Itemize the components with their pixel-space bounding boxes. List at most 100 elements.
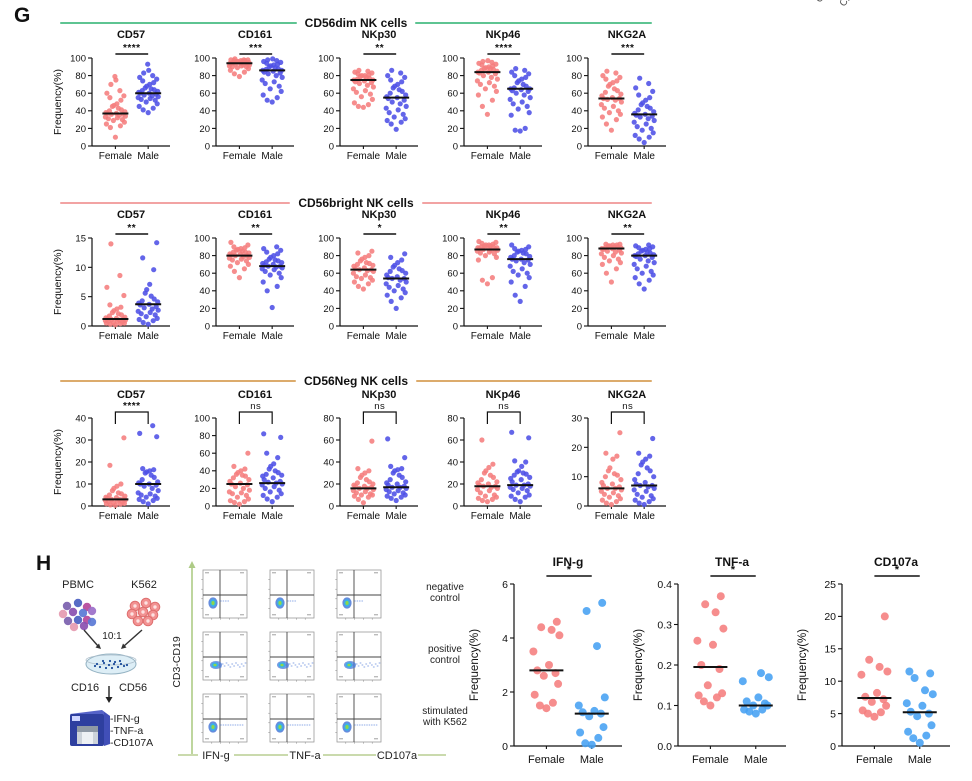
svg-text:Frequency(%): Frequency(%) — [633, 629, 645, 701]
svg-text:NKp46: NKp46 — [486, 389, 521, 401]
svg-text:80: 80 — [323, 251, 334, 262]
svg-text:100: 100 — [194, 413, 210, 424]
scatter-plot-NKp30: NKp30 * 0 20 40 60 80 100 Female Male — [318, 209, 418, 342]
svg-text:10: 10 — [571, 472, 582, 483]
svg-text:30: 30 — [75, 435, 86, 446]
svg-text:0: 0 — [577, 501, 582, 512]
svg-text:80: 80 — [75, 71, 86, 82]
scatter-plot-NKG2A: NKG2A *** 0 20 40 60 80 100 Female Male — [566, 29, 666, 162]
svg-text:60: 60 — [571, 89, 582, 100]
svg-text:Female: Female — [347, 511, 381, 522]
header-line — [60, 22, 297, 24]
svg-text:Female: Female — [223, 331, 257, 342]
svg-text:20: 20 — [323, 479, 334, 490]
svg-text:5: 5 — [830, 708, 836, 720]
svg-text:2: 2 — [502, 687, 508, 699]
svg-text:ns: ns — [250, 401, 261, 412]
svg-text:Female: Female — [471, 511, 505, 522]
svg-text:Male: Male — [509, 151, 531, 162]
svg-text:****: **** — [495, 43, 513, 54]
svg-text:100: 100 — [194, 53, 210, 64]
scatter-plot-NKp30: NKp30 ** 0 20 40 60 80 100 Female Male — [318, 29, 418, 162]
flow-cytometry-grid: CD3-CD19 IFN-g TNF-a CD107a negative control… — [168, 558, 488, 770]
flow-cytometer-icon — [70, 710, 110, 746]
k562-cells-icon — [126, 597, 161, 627]
svg-text:Female: Female — [99, 151, 133, 162]
svg-text:CD57: CD57 — [117, 209, 145, 221]
scatter-plot-IFN-g: IFN-g* 0 2 4 6 Female Male Frequency(%) — [469, 555, 622, 766]
svg-text:10: 10 — [75, 263, 86, 274]
marker-ifng: -IFN-g — [110, 713, 140, 725]
scatter-plot-NKp46: NKp46 **** 0 20 40 60 80 100 Female Male — [442, 29, 542, 162]
svg-text:20: 20 — [75, 457, 86, 468]
svg-text:Female: Female — [99, 511, 133, 522]
svg-text:ns: ns — [498, 401, 509, 412]
svg-text:**: ** — [623, 223, 632, 234]
panel-g-label: G — [14, 4, 31, 27]
svg-text:Male: Male — [137, 511, 159, 522]
svg-text:15: 15 — [75, 233, 86, 244]
svg-text:100: 100 — [566, 53, 582, 64]
svg-text:***: *** — [621, 43, 634, 54]
mix-arrows-icon — [83, 629, 143, 649]
h-plot-CD107a: CD107a * 0 5 10 15 20 25 Female Male Frequency(%) — [794, 552, 958, 781]
svg-text:Male: Male — [137, 151, 159, 162]
svg-text:0.4: 0.4 — [657, 579, 672, 591]
scatter-plot-CD161: CD161 ** 0 20 40 60 80 100 Female Male — [194, 209, 294, 342]
svg-text:**: ** — [127, 223, 136, 234]
svg-text:Frequency(%): Frequency(%) — [52, 249, 64, 315]
flow-cell-IFN-g-row2 — [201, 693, 248, 744]
readout-markers: -IFN-g -TNF-a -CD107A — [110, 713, 153, 749]
svg-text:100: 100 — [318, 53, 334, 64]
svg-text:0: 0 — [502, 741, 508, 753]
svg-text:Male: Male — [580, 754, 604, 766]
svg-text:0.3: 0.3 — [657, 619, 672, 631]
svg-text:0: 0 — [577, 321, 582, 332]
svg-text:Male: Male — [908, 754, 932, 766]
header-line — [415, 22, 653, 24]
svg-text:80: 80 — [199, 431, 210, 442]
header-line — [60, 380, 296, 382]
marker-tnfa: -TNF-a — [110, 725, 143, 737]
k562-label: K562 — [131, 579, 157, 591]
svg-text:60: 60 — [199, 449, 210, 460]
svg-text:0: 0 — [830, 741, 836, 753]
group-header: CD56Neg NK cells — [60, 374, 653, 388]
scatter-plot-CD57: CD57 ** 0 5 10 15 Female Male Frequency(%) — [52, 209, 170, 342]
svg-text:0: 0 — [453, 141, 458, 152]
svg-text:80: 80 — [447, 251, 458, 262]
flow-cell-CD107a-row2 — [335, 693, 382, 744]
svg-text:0: 0 — [81, 321, 86, 332]
svg-text:Female: Female — [595, 511, 629, 522]
svg-text:60: 60 — [323, 89, 334, 100]
svg-text:Female: Female — [223, 511, 257, 522]
svg-text:40: 40 — [199, 106, 210, 117]
svg-text:Male: Male — [633, 331, 655, 342]
svg-text:80: 80 — [447, 413, 458, 424]
svg-text:Female: Female — [99, 331, 133, 342]
svg-text:80: 80 — [199, 251, 210, 262]
svg-text:40: 40 — [199, 286, 210, 297]
svg-text:Male: Male — [633, 151, 655, 162]
scatter-plot-TNF-a: TNF-a* 0.0 0.1 0.2 0.3 0.4 Female Male Frequency… — [633, 555, 786, 766]
svg-text:20: 20 — [447, 304, 458, 315]
flow-row-label: stimulated with K562 — [422, 706, 468, 728]
svg-text:Male: Male — [633, 511, 655, 522]
header-line — [416, 380, 653, 382]
scatter-plot-CD57: CD57 **** 0 20 40 60 80 100 Female Male Frequency(… — [52, 29, 170, 162]
svg-text:Frequency(%): Frequency(%) — [469, 629, 481, 701]
svg-text:Female: Female — [471, 331, 505, 342]
svg-text:20: 20 — [323, 124, 334, 135]
svg-text:0: 0 — [329, 501, 334, 512]
group-title: CD56Neg NK cells — [303, 374, 409, 388]
pbmc-cells-icon — [58, 598, 97, 632]
svg-text:40: 40 — [447, 106, 458, 117]
svg-text:100: 100 — [566, 233, 582, 244]
svg-text:Frequency(%): Frequency(%) — [797, 629, 809, 701]
svg-text:40: 40 — [571, 106, 582, 117]
svg-text:0: 0 — [205, 501, 210, 512]
svg-text:0: 0 — [81, 141, 86, 152]
